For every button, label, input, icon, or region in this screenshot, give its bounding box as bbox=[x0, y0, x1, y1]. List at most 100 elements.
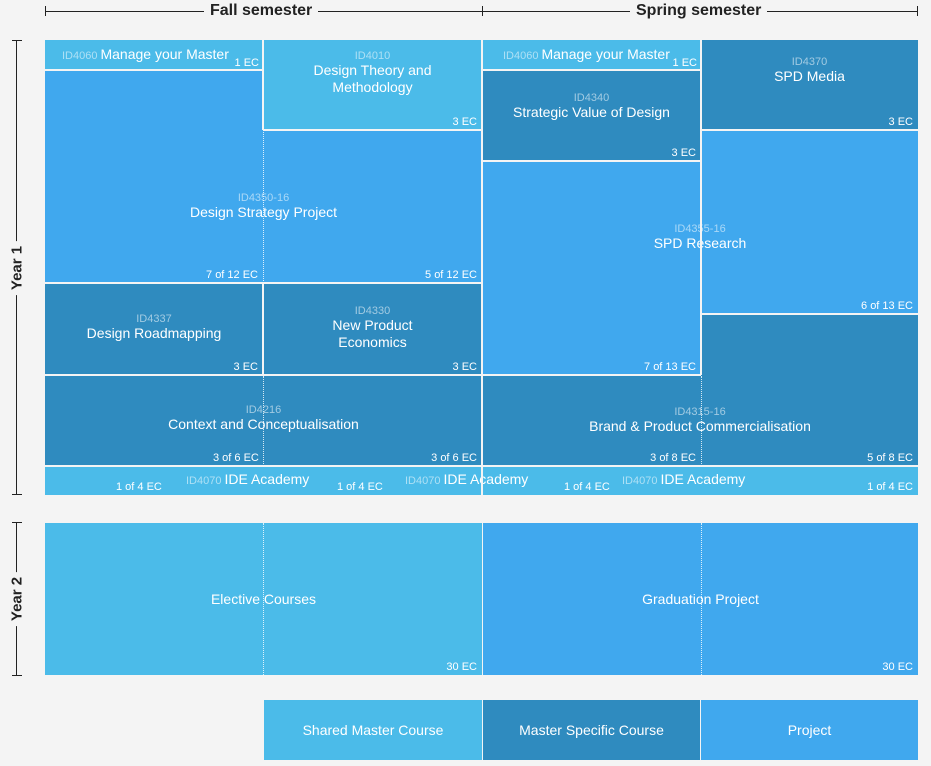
grid-line bbox=[700, 161, 702, 375]
course-graduation-project[interactable]: Graduation Project 30 EC bbox=[483, 523, 918, 675]
ec-label-left: 3 of 8 EC bbox=[650, 452, 696, 464]
legend-project: Project bbox=[701, 700, 918, 760]
course-elective[interactable]: Elective Courses 30 EC bbox=[45, 523, 482, 675]
course-code: ID4060 bbox=[503, 50, 539, 62]
ec-label: 1 of 4 EC bbox=[564, 481, 610, 493]
brand-part-right: 5 of 8 EC bbox=[701, 314, 918, 466]
course-new-product-economics[interactable]: ID4330 New Product Economics 3 EC bbox=[263, 283, 482, 375]
course-title: Context and Conceptualisation bbox=[168, 416, 359, 432]
fall-semester-label: Fall semester bbox=[204, 0, 319, 22]
course-title: Design Strategy Project bbox=[189, 204, 338, 220]
ec-label: 3 EC bbox=[233, 361, 258, 373]
grid-line bbox=[482, 69, 701, 71]
course-title: IDE Academy bbox=[224, 471, 310, 487]
ec-label: 3 EC bbox=[671, 147, 696, 159]
course-context-conceptualisation[interactable]: ID4216 Context and Conceptualisation 3 o… bbox=[45, 375, 482, 466]
ec-label-right: 5 of 12 EC bbox=[425, 269, 477, 281]
ec-label: 3 EC bbox=[452, 361, 477, 373]
ec-label: 3 EC bbox=[452, 116, 477, 128]
ec-label-right: 6 of 13 EC bbox=[861, 300, 913, 312]
design-strategy-caption: ID4350-16 Design Strategy Project bbox=[45, 192, 482, 221]
grid-line bbox=[482, 160, 701, 162]
course-title: IDE Academy bbox=[660, 471, 746, 487]
course-code: ID4315-16 bbox=[674, 406, 726, 418]
ec-label-left: 7 of 13 EC bbox=[644, 361, 696, 373]
grid-line bbox=[262, 283, 264, 375]
semester-divider bbox=[263, 132, 264, 283]
axis-tick bbox=[12, 494, 22, 495]
legend-shared-master-course: Shared Master Course bbox=[264, 700, 482, 760]
course-strategic-value[interactable]: ID4340 Strategic Value of Design 3 EC bbox=[482, 70, 701, 161]
course-title-line2: Methodology bbox=[332, 79, 413, 95]
course-manage-master-fall[interactable]: ID4060 Manage your Master 1 EC bbox=[45, 40, 263, 70]
course-title-line1: New Product bbox=[332, 317, 413, 333]
course-code: ID4070 bbox=[405, 475, 441, 487]
brand-caption: ID4315-16 Brand & Product Commercialisat… bbox=[482, 406, 918, 435]
course-spd-media[interactable]: ID4370 SPD Media 3 EC bbox=[701, 40, 918, 130]
ec-label: 30 EC bbox=[446, 661, 477, 673]
course-title: Manage your Master bbox=[100, 46, 229, 62]
spring-semester-label: Spring semester bbox=[630, 0, 768, 22]
course-manage-master-spring[interactable]: ID4060 Manage your Master 1 EC bbox=[482, 40, 701, 70]
course-code: ID4340 bbox=[573, 92, 610, 104]
ide-academy-label: ID4070 IDE Academy bbox=[622, 471, 745, 489]
axis-tick bbox=[12, 675, 22, 676]
ec-label-right: 3 of 6 EC bbox=[431, 452, 477, 464]
spd-research-part-left: 7 of 13 EC bbox=[482, 161, 701, 375]
brand-part-left: 3 of 8 EC bbox=[482, 375, 701, 466]
course-code: ID4350-16 bbox=[237, 192, 290, 204]
ec-label: 1 EC bbox=[672, 57, 697, 69]
ec-label: 1 of 4 EC bbox=[337, 481, 383, 493]
semester-divider bbox=[263, 376, 264, 466]
axis-tick bbox=[12, 522, 22, 523]
axis-tick bbox=[45, 6, 46, 16]
course-title: Design Roadmapping bbox=[86, 324, 222, 341]
ec-label: 1 of 4 EC bbox=[116, 481, 162, 493]
semester-axis-line bbox=[45, 11, 918, 12]
grid-line bbox=[45, 69, 263, 71]
axis-tick bbox=[12, 40, 22, 41]
course-title: Strategic Value of Design bbox=[513, 104, 670, 120]
grid-line bbox=[45, 374, 701, 376]
course-code: ID4370 bbox=[791, 55, 828, 68]
grid-line bbox=[700, 40, 702, 161]
grid-line bbox=[262, 40, 264, 130]
course-code: ID4337 bbox=[136, 312, 172, 325]
axis-tick bbox=[482, 6, 483, 16]
ec-label: 30 EC bbox=[882, 661, 913, 673]
course-code: ID4060 bbox=[62, 50, 98, 62]
course-title: SPD Media bbox=[774, 67, 845, 84]
ec-label: 1 of 4 EC bbox=[867, 481, 913, 493]
course-title: Manage your Master bbox=[541, 46, 670, 62]
course-design-theory[interactable]: ID4010 Design Theory and Methodology 3 E… bbox=[263, 40, 482, 130]
legend-master-specific-course: Master Specific Course bbox=[483, 700, 700, 760]
grid-line bbox=[701, 129, 918, 131]
semester-divider bbox=[263, 523, 264, 675]
grid-line bbox=[701, 313, 918, 315]
course-code: ID4070 bbox=[622, 475, 658, 487]
design-strategy-part-right: 5 of 12 EC bbox=[263, 130, 482, 283]
course-title: Graduation Project bbox=[642, 590, 759, 607]
course-title: IDE Academy bbox=[443, 471, 529, 487]
grid-line bbox=[481, 40, 483, 495]
course-design-roadmapping[interactable]: ID4337 Design Roadmapping 3 EC bbox=[45, 283, 263, 375]
spd-research-part-right: 6 of 13 EC bbox=[701, 130, 918, 314]
ide-academy-label: ID4070 IDE Academy bbox=[186, 471, 309, 489]
course-code: ID4330 bbox=[354, 305, 391, 317]
ide-academy-label: ID4070 IDE Academy bbox=[405, 471, 528, 489]
course-title: Elective Courses bbox=[210, 590, 317, 607]
course-title: Brand & Product Commercialisation bbox=[589, 418, 811, 434]
course-title-line2: Economics bbox=[338, 334, 407, 350]
ec-label-left: 3 of 6 EC bbox=[213, 452, 259, 464]
axis-tick bbox=[917, 6, 918, 16]
year1-label: Year 1 bbox=[8, 240, 26, 296]
design-strategy-part-left: 7 of 12 EC bbox=[45, 70, 263, 283]
year2-label: Year 2 bbox=[8, 571, 26, 627]
course-code: ID4010 bbox=[354, 50, 391, 62]
semester-divider bbox=[701, 376, 702, 466]
ec-label-left: 7 of 12 EC bbox=[206, 269, 258, 281]
course-title-line1: Design Theory and bbox=[313, 62, 432, 78]
ec-label-right: 5 of 8 EC bbox=[867, 452, 913, 464]
semester-divider bbox=[701, 523, 702, 675]
grid-line bbox=[263, 129, 482, 131]
